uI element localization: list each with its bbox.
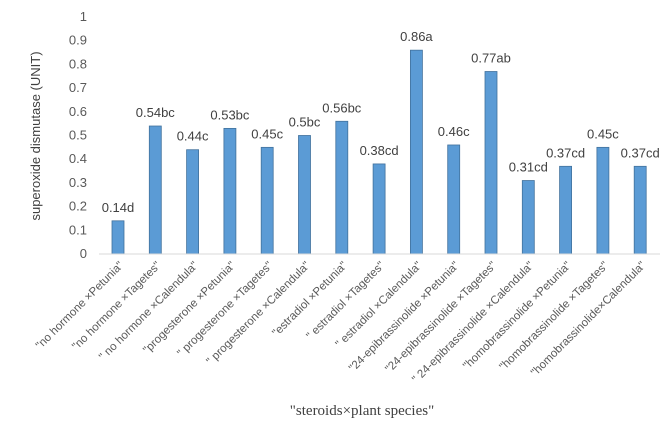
y-tick-label: 0.1 bbox=[69, 222, 87, 237]
bar bbox=[223, 127, 237, 255]
data-label: 0.5bc bbox=[289, 115, 321, 130]
y-tick-label: 0.2 bbox=[69, 199, 87, 214]
y-tick-label: 0 bbox=[80, 246, 87, 261]
data-label: 0.56bc bbox=[322, 100, 362, 115]
data-label: 0.46c bbox=[438, 124, 470, 139]
y-axis-label: superoxide dismutase (UNIT) bbox=[28, 51, 43, 220]
bar bbox=[596, 146, 610, 255]
bar bbox=[372, 163, 386, 255]
bar bbox=[447, 144, 461, 255]
data-label: 0.45c bbox=[587, 126, 619, 141]
bar bbox=[111, 220, 125, 255]
data-label: 0.54bc bbox=[136, 105, 176, 120]
bar bbox=[409, 49, 423, 255]
bar bbox=[186, 149, 200, 255]
data-label: 0.44c bbox=[177, 129, 209, 144]
y-tick-label: 1 bbox=[80, 9, 87, 24]
data-label: 0.77ab bbox=[471, 51, 511, 66]
x-axis-label: "steroids×plant species" bbox=[290, 403, 434, 419]
bar bbox=[260, 146, 274, 255]
data-label: 0.53bc bbox=[210, 107, 250, 122]
data-label: 0.38cd bbox=[360, 143, 399, 158]
bar bbox=[633, 165, 647, 255]
bar bbox=[148, 125, 162, 255]
y-tick-label: 0.3 bbox=[69, 175, 87, 190]
bar bbox=[521, 180, 535, 255]
bar bbox=[559, 165, 572, 255]
bar bbox=[484, 71, 498, 255]
bar bbox=[335, 120, 349, 255]
y-tick-label: 0.8 bbox=[69, 56, 87, 71]
bar bbox=[298, 135, 311, 255]
data-label: 0.86a bbox=[400, 29, 433, 44]
data-label: 0.14d bbox=[102, 200, 135, 215]
y-tick-label: 0.5 bbox=[69, 128, 87, 143]
y-tick-label: 0.7 bbox=[69, 80, 87, 95]
data-label: 0.37cd bbox=[621, 145, 660, 160]
data-label: 0.37cd bbox=[546, 145, 585, 160]
y-tick-label: 0.6 bbox=[69, 104, 87, 119]
data-label: 0.45c bbox=[251, 126, 283, 141]
data-label: 0.31cd bbox=[509, 160, 548, 175]
y-tick-label: 0.9 bbox=[69, 33, 87, 48]
y-tick-label: 0.4 bbox=[69, 151, 87, 166]
